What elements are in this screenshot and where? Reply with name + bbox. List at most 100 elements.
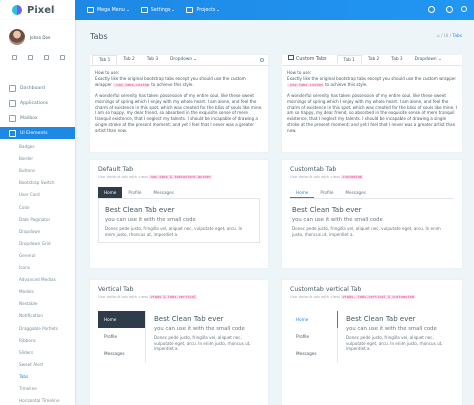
logout-icon[interactable] bbox=[60, 55, 65, 60]
tab[interactable]: Profile bbox=[320, 190, 334, 195]
usage-text: to achieve this style. bbox=[151, 81, 194, 87]
tab-content: How to use: Exactly like the original boo… bbox=[282, 66, 462, 142]
card-subtitle: Use default tab with class nav-tabs & ta… bbox=[90, 174, 268, 179]
tab-column: Home Profile Messages bbox=[290, 311, 338, 362]
tab[interactable]: Home bbox=[98, 311, 146, 328]
tab[interactable]: Messages bbox=[98, 345, 146, 362]
sidebar: Johan Doe Dashboard Applications Mailbox UI… bbox=[0, 20, 75, 405]
tab[interactable]: Profile bbox=[98, 328, 146, 345]
avatar[interactable] bbox=[9, 29, 25, 45]
search-icon[interactable] bbox=[428, 6, 435, 13]
submenu-item[interactable]: Sliders bbox=[19, 349, 34, 355]
tab[interactable]: Dropdown bbox=[409, 55, 447, 65]
tab[interactable]: Dropdown bbox=[164, 55, 202, 65]
menu-item[interactable]: Dashboard bbox=[0, 82, 75, 94]
content-heading: Best Clean Tab ever bbox=[105, 206, 175, 214]
paragraph: A wonderful serenity has taken possessio… bbox=[287, 92, 457, 134]
logo-icon bbox=[12, 5, 22, 15]
usage-text: to achieve this style. bbox=[324, 81, 368, 87]
tab[interactable]: Home bbox=[290, 187, 315, 198]
submenu-item[interactable]: Icons bbox=[19, 265, 30, 270]
tab[interactable]: Tab 3 bbox=[146, 57, 159, 62]
code: .nav-tabs-custom bbox=[287, 82, 324, 87]
submenu-item[interactable]: Dropdown Grid bbox=[19, 240, 51, 246]
tab[interactable]: Home bbox=[290, 311, 338, 328]
menu-item[interactable]: UI Elements bbox=[0, 127, 75, 139]
top-menu[interactable]: Mega Menu bbox=[87, 7, 129, 13]
tab-card: Tab 1 Tab 2 Tab 3 Dropdown How to use: Exactl… bbox=[90, 55, 268, 152]
gear-icon[interactable] bbox=[260, 58, 264, 62]
submenu-item[interactable]: Horizontal Timeline bbox=[19, 398, 60, 404]
submenu-item[interactable]: Ribbons bbox=[19, 337, 36, 343]
submenu-item[interactable]: Color bbox=[19, 204, 30, 210]
submenu-item[interactable]: Nestable bbox=[19, 301, 38, 307]
brand[interactable]: Pixel bbox=[0, 0, 75, 20]
code: .nav-tabs-custom bbox=[113, 82, 150, 87]
tab-bar: Tab 1 Tab 2 Tab 3 Dropdown bbox=[90, 55, 268, 66]
user-name[interactable]: Johan Doe bbox=[30, 35, 51, 40]
how-to: How to use: bbox=[287, 70, 312, 75]
card-subtitle: Use default tab with class vtabs, tabs-v… bbox=[282, 294, 462, 299]
tab-content: Best Clean Tab ever you can use it with t… bbox=[290, 199, 454, 242]
tab[interactable]: Messages bbox=[345, 190, 366, 195]
tab[interactable]: Profile bbox=[128, 190, 142, 195]
notification-icon[interactable] bbox=[446, 6, 453, 13]
code: nav-tabs & tabcontent-border bbox=[149, 175, 213, 179]
tab-bar: Custom Tabs Tab 1 Tab 2 Tab 3 Dropdown bbox=[282, 55, 462, 66]
submenu-item[interactable]: Draggable Portlets bbox=[19, 325, 58, 331]
card-title: Customtab Tab bbox=[290, 166, 337, 173]
submenu-item[interactable]: Buttons bbox=[19, 168, 36, 174]
tab-content: Best Clean Tab ever you can use it with t… bbox=[146, 311, 260, 362]
breadcrumb: ⌂ / UI / Tabs bbox=[436, 34, 462, 39]
submenu-item[interactable]: Advanced Medias bbox=[19, 277, 56, 283]
top-menu[interactable]: Projects bbox=[186, 7, 219, 13]
tab[interactable]: Home bbox=[98, 187, 123, 198]
tab[interactable]: Tab 2 bbox=[367, 57, 380, 62]
card-title: Default Tab bbox=[98, 166, 134, 173]
card-subtitle: Use default tab with class vtabs & tabs-… bbox=[90, 294, 268, 299]
submenu-item[interactable]: Dropdown bbox=[19, 228, 41, 234]
submenu-item[interactable]: Bootstrap Switch bbox=[19, 180, 55, 186]
subtitle-text: Use default tab with class bbox=[98, 294, 149, 299]
content-body: Donec pede justo, fringilla vel, aliquet… bbox=[346, 335, 443, 351]
top-menu[interactable]: Settings bbox=[141, 7, 175, 13]
submenu-item[interactable]: User Card bbox=[19, 192, 40, 198]
submenu-item[interactable]: Notification bbox=[19, 313, 44, 319]
submenu-item[interactable]: Badges bbox=[19, 144, 35, 149]
tab-column: Home Profile Messages bbox=[98, 311, 146, 362]
tab[interactable]: Tab 1 bbox=[336, 55, 362, 65]
submenu-item[interactable]: Models bbox=[19, 289, 34, 295]
tab-card: Customtab vertical Tab Use default tab wi… bbox=[282, 280, 462, 405]
breadcrumb-item[interactable]: UI bbox=[443, 34, 449, 39]
tab-wrap: Home Profile Messages Best Clean Tab ever yo… bbox=[290, 311, 454, 362]
tab[interactable]: Messages bbox=[290, 345, 338, 362]
profile-icon[interactable] bbox=[12, 55, 17, 60]
tab[interactable]: Tab 1 bbox=[92, 55, 118, 65]
menu-item[interactable]: Applications bbox=[0, 97, 75, 109]
content-subheading: you can use it with the small code bbox=[292, 217, 383, 223]
menu-item[interactable]: Mailbox bbox=[0, 112, 75, 124]
card-title: Custom Tabs bbox=[284, 55, 337, 65]
submenu-item[interactable]: Border bbox=[19, 156, 34, 162]
tab[interactable]: Tab 2 bbox=[123, 57, 135, 62]
tab-card: Vertical Tab Use default tab with class v… bbox=[90, 280, 268, 405]
submenu-item[interactable]: Date Paginator bbox=[19, 216, 51, 222]
tab[interactable]: Tab 3 bbox=[391, 57, 403, 62]
code: customtab bbox=[341, 175, 363, 179]
code: vtabs, tabs-vertical & customvtab bbox=[341, 295, 415, 299]
submenu-item[interactable]: Timeline bbox=[19, 386, 37, 391]
inbox-icon[interactable] bbox=[28, 55, 33, 60]
tab[interactable]: Messages bbox=[153, 190, 174, 195]
content-subheading: you can use it with the small code bbox=[105, 217, 196, 223]
submenu-item[interactable]: Sweet Alert bbox=[19, 361, 44, 367]
submenu-item[interactable]: Tabs bbox=[19, 373, 29, 379]
content-heading: Best Clean Tab ever bbox=[346, 315, 416, 323]
submenu-item[interactable]: General bbox=[19, 252, 36, 258]
settings-icon[interactable] bbox=[44, 55, 49, 60]
tab[interactable]: Profile bbox=[290, 328, 338, 345]
tab-content: Best Clean Tab ever you can use it with t… bbox=[338, 311, 454, 362]
settings-icon[interactable] bbox=[461, 6, 467, 12]
tab-card: Customtab Tab Use default tab with class … bbox=[282, 160, 462, 268]
usage-text: Exactly like the original bootstrap tabs… bbox=[95, 75, 246, 87]
